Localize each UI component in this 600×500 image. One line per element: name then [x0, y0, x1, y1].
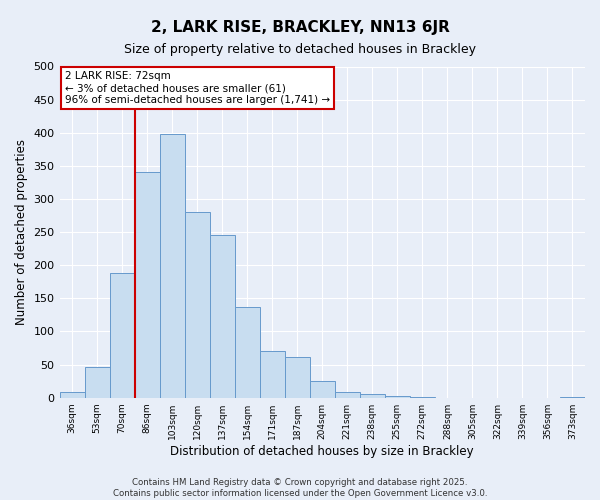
Y-axis label: Number of detached properties: Number of detached properties — [15, 139, 28, 325]
Text: Contains HM Land Registry data © Crown copyright and database right 2025.
Contai: Contains HM Land Registry data © Crown c… — [113, 478, 487, 498]
X-axis label: Distribution of detached houses by size in Brackley: Distribution of detached houses by size … — [170, 444, 474, 458]
Bar — [209, 235, 235, 398]
Bar — [185, 212, 209, 398]
Bar — [110, 273, 134, 398]
Bar — [160, 134, 185, 398]
Bar — [235, 307, 260, 398]
Text: 2 LARK RISE: 72sqm
← 3% of detached houses are smaller (61)
96% of semi-detached: 2 LARK RISE: 72sqm ← 3% of detached hous… — [65, 72, 330, 104]
Bar — [335, 392, 360, 398]
Text: Size of property relative to detached houses in Brackley: Size of property relative to detached ho… — [124, 42, 476, 56]
Bar — [285, 356, 310, 398]
Bar — [385, 396, 410, 398]
Bar — [410, 397, 435, 398]
Bar — [59, 392, 85, 398]
Bar — [310, 381, 335, 398]
Text: 2, LARK RISE, BRACKLEY, NN13 6JR: 2, LARK RISE, BRACKLEY, NN13 6JR — [151, 20, 449, 35]
Bar — [85, 366, 110, 398]
Bar — [134, 172, 160, 398]
Bar — [260, 352, 285, 398]
Bar — [360, 394, 385, 398]
Bar — [560, 397, 585, 398]
